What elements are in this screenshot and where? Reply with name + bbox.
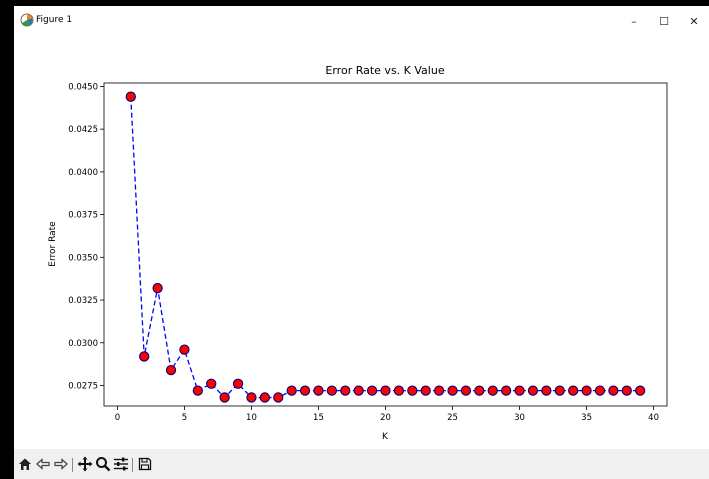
data-points <box>125 91 646 403</box>
x-tick-label: 30 <box>514 413 525 423</box>
data-point-marker <box>165 364 177 376</box>
data-point-marker <box>232 378 244 389</box>
y-tick-label: 0.0350 <box>68 253 98 263</box>
matplotlib-logo-icon <box>20 13 34 27</box>
data-point-marker <box>460 385 472 396</box>
y-tick-label: 0.0300 <box>68 339 98 349</box>
x-tick-label: 5 <box>182 413 187 423</box>
data-point-marker <box>393 385 405 396</box>
data-point-marker <box>407 385 418 396</box>
back-icon[interactable] <box>34 454 52 474</box>
toolbar-separator <box>132 458 133 472</box>
chart: Error Rate vs. K Value 0 5 10 15 20 25 30 35 40 … <box>48 64 668 442</box>
x-tick-label: 20 <box>380 413 391 423</box>
data-point-marker <box>420 385 431 396</box>
x-tick-label: 15 <box>313 413 324 423</box>
data-point-marker <box>152 282 163 294</box>
forward-icon[interactable] <box>52 454 70 474</box>
y-tick-label: 0.0400 <box>68 168 98 178</box>
data-point-marker <box>514 385 525 396</box>
close-button[interactable]: ✕ <box>689 14 699 28</box>
data-point-marker <box>568 385 579 396</box>
pan-icon[interactable] <box>76 454 94 474</box>
data-point-marker <box>380 385 391 396</box>
data-point-marker <box>635 385 646 396</box>
toolbar-separator <box>72 458 73 472</box>
data-point-marker <box>246 392 257 403</box>
data-point-marker <box>192 385 203 396</box>
data-point-marker <box>206 378 217 389</box>
data-point-marker <box>340 385 351 396</box>
plot-area <box>103 82 668 407</box>
data-point-marker <box>273 392 284 403</box>
chart-title: Error Rate vs. K Value <box>325 64 444 77</box>
data-point-marker <box>500 385 512 396</box>
data-point-marker <box>125 91 136 102</box>
data-point-marker <box>259 392 271 403</box>
x-tick-label: 40 <box>648 413 659 423</box>
y-axis-label: Error Rate <box>48 221 58 267</box>
data-point-marker <box>487 385 498 396</box>
y-tick-label: 0.0325 <box>68 296 98 306</box>
data-point-marker <box>527 385 539 396</box>
data-point-marker <box>366 385 378 396</box>
data-point-marker <box>594 385 606 396</box>
x-tick-label: 10 <box>246 413 257 423</box>
home-icon[interactable] <box>16 454 34 474</box>
data-point-marker <box>139 351 150 362</box>
data-point-marker <box>608 385 619 396</box>
y-tick-label: 0.0425 <box>68 125 98 135</box>
title-bar[interactable]: Figure 1 – ☐ ✕ <box>14 6 709 36</box>
y-tick-label: 0.0375 <box>68 211 98 221</box>
maximize-button[interactable]: ☐ <box>659 14 669 28</box>
x-tick-label: 0 <box>115 413 120 423</box>
data-point-marker <box>353 385 364 396</box>
data-point-marker <box>299 385 311 396</box>
data-point-marker <box>433 385 445 396</box>
data-point-marker <box>326 385 338 396</box>
data-point-marker <box>474 385 485 396</box>
save-icon[interactable] <box>136 454 154 474</box>
configure-subplots-icon[interactable] <box>112 454 130 474</box>
minimize-button[interactable]: – <box>631 14 637 28</box>
zoom-icon[interactable] <box>94 454 112 474</box>
data-point-marker <box>541 385 552 396</box>
data-point-marker <box>313 385 324 396</box>
y-tick-label: 0.0275 <box>68 381 98 391</box>
data-point-marker <box>581 385 592 396</box>
figure-window: Figure 1 – ☐ ✕ Error Rate vs. K Value 0 5… <box>14 6 709 479</box>
data-point-marker <box>219 392 230 403</box>
y-axis: 0.0275 0.0300 0.0325 0.0350 0.0375 0.0400 0.04… <box>68 82 104 391</box>
x-axis: 0 5 10 15 20 25 30 35 40 <box>115 406 659 423</box>
data-point-marker <box>286 385 297 396</box>
data-point-marker <box>554 385 565 396</box>
data-point-marker <box>179 344 190 355</box>
window-title: Figure 1 <box>36 15 73 25</box>
x-tick-label: 35 <box>581 413 592 423</box>
data-point-marker <box>621 385 632 396</box>
data-point-marker <box>447 385 458 396</box>
figure-canvas[interactable]: Error Rate vs. K Value 0 5 10 15 20 25 30 35 40 … <box>14 36 709 449</box>
x-axis-label: K <box>382 432 389 442</box>
navigation-toolbar <box>14 449 709 479</box>
y-tick-label: 0.0450 <box>68 82 98 92</box>
x-tick-label: 25 <box>447 413 458 423</box>
